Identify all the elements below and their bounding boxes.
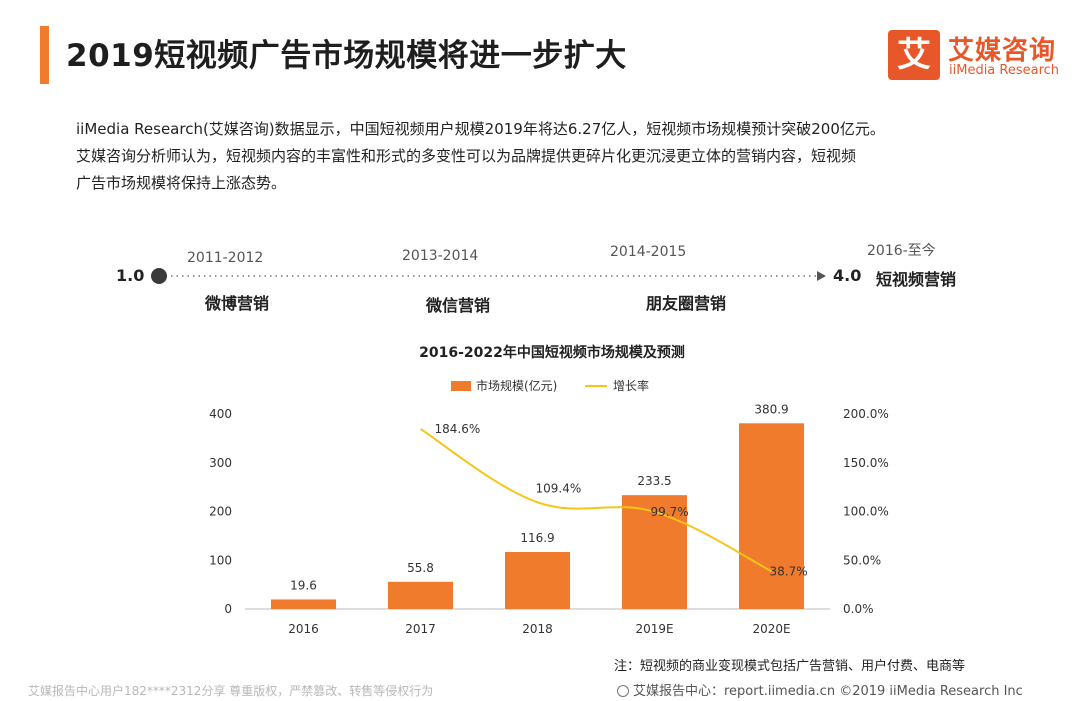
y-tick-label: 100 — [209, 553, 232, 567]
footer-source: 艾媒报告中心：report.iimedia.cn ©2019 iiMedia R… — [617, 680, 1023, 699]
footer-source-text: 艾媒报告中心：report.iimedia.cn ©2019 iiMedia R… — [633, 684, 1023, 699]
timeline-end-label: 短视频营销 — [876, 270, 957, 289]
legend-label: 市场规模(亿元) — [476, 378, 557, 393]
bar-data-label: 116.9 — [520, 531, 554, 545]
y-tick-label: 400 — [209, 407, 232, 421]
intro-paragraph: iiMedia Research(艾媒咨询)数据显示，中国短视频用户规模2019… — [76, 116, 1036, 197]
timeline-stage-year: 2011-2012 — [187, 250, 264, 266]
bar — [739, 423, 804, 609]
timeline-start-dot — [151, 268, 167, 284]
x-tick-label: 2020E — [752, 622, 790, 636]
timeline-stage-year: 2014-2015 — [610, 244, 687, 260]
y2-tick-label: 100.0% — [843, 505, 889, 519]
chart-note: 注：短视频的商业变现模式包括广告营销、用户付费、电商等 — [614, 659, 966, 674]
x-tick-label: 2018 — [522, 622, 553, 636]
legend-swatch-bar — [451, 381, 471, 391]
intro-line: 艾媒咨询分析师认为，短视频内容的丰富性和形式的多变性可以为品牌提供更碎片化更沉浸… — [76, 147, 857, 165]
y-tick-label: 0 — [224, 602, 232, 616]
timeline-end-year: 2016-至今 — [867, 243, 936, 259]
x-tick-label: 2017 — [405, 622, 436, 636]
x-tick-label: 2019E — [635, 622, 673, 636]
title-accent-bar — [40, 26, 49, 84]
brand-mark-icon: 艾 — [888, 30, 940, 80]
timeline-arrow-icon — [817, 271, 826, 281]
intro-line: 广告市场规模将保持上涨态势。 — [76, 174, 287, 192]
timeline-line — [151, 268, 826, 284]
bar-data-label: 233.5 — [637, 474, 671, 488]
timeline-stage-label: 微信营销 — [426, 296, 491, 315]
intro-line: iiMedia Research(艾媒咨询)数据显示，中国短视频用户规模2019… — [76, 120, 885, 138]
brand-name-en: iiMedia Research — [949, 63, 1060, 78]
y-tick-label: 200 — [209, 505, 232, 519]
timeline-end: 4.0 — [833, 266, 862, 285]
bar-data-label: 380.9 — [754, 402, 788, 416]
brand-name-cn: 艾媒咨询 — [948, 36, 1057, 66]
globe-icon — [617, 685, 629, 697]
y-tick-label: 300 — [209, 456, 232, 470]
page-title: 2019短视频广告市场规模将进一步扩大 — [66, 38, 627, 74]
bar — [622, 495, 687, 609]
legend-label: 增长率 — [613, 378, 649, 393]
line-data-label: 38.7% — [770, 564, 808, 578]
line-data-label: 99.7% — [651, 505, 689, 519]
y2-tick-label: 0.0% — [843, 602, 874, 616]
timeline-start: 1.0 — [116, 266, 145, 285]
x-tick-label: 2016 — [288, 622, 319, 636]
y2-tick-label: 150.0% — [843, 456, 889, 470]
line-data-label: 109.4% — [536, 481, 582, 495]
bar — [271, 599, 336, 609]
timeline-stage-year: 2013-2014 — [402, 248, 479, 264]
footer-copyright: 艾媒报告中心用户182****2312分享 尊重版权，严禁篡改、转售等侵权行为 — [28, 684, 434, 698]
timeline-stage-label: 朋友圈营销 — [646, 294, 727, 313]
y2-tick-label: 200.0% — [843, 407, 889, 421]
bar-data-label: 19.6 — [290, 578, 317, 592]
line-data-label: 184.6% — [435, 422, 481, 436]
bar — [388, 581, 453, 609]
bar-data-label: 55.8 — [407, 561, 434, 575]
brand-logo: 艾 艾媒咨询 iiMedia Research — [888, 30, 1068, 80]
bar — [505, 552, 570, 609]
timeline-stage-label: 微博营销 — [205, 294, 270, 313]
growth-rate-line — [419, 428, 772, 573]
chart-title: 2016-2022年中国短视频市场规模及预测 — [419, 344, 685, 361]
y2-tick-label: 50.0% — [843, 553, 881, 567]
